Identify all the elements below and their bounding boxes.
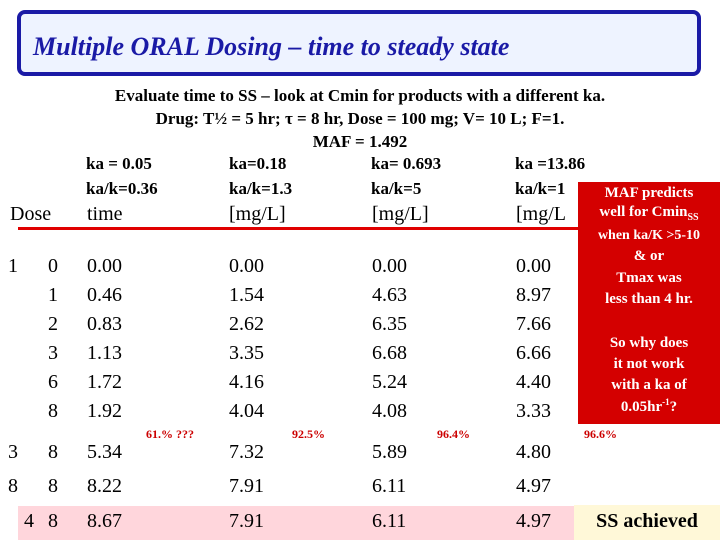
cell-v4: 6.66 — [516, 342, 551, 364]
cell-v3: 5.89 — [372, 441, 407, 463]
cell-v4: 4.40 — [516, 371, 551, 393]
info-line-2: Drug: T½ = 5 hr; τ = 8 hr, Dose = 100 mg… — [155, 109, 565, 128]
note-line-10-end: ? — [669, 399, 678, 415]
cell-v3: 6.11 — [372, 475, 407, 497]
cell-v1: 8.22 — [87, 475, 122, 497]
cell-dose: 1 — [8, 255, 18, 277]
cell-dose: 4 — [24, 510, 34, 532]
cell-v4: 3.33 — [516, 400, 551, 422]
cell-time: 8 — [48, 400, 58, 422]
note-line-8: it not work — [613, 356, 685, 372]
cell-dose: 3 — [8, 441, 18, 463]
cell-v2: 3.35 — [229, 342, 264, 364]
cell-v4: 4.97 — [516, 475, 551, 497]
unit-header-4: [mg/L — [516, 203, 566, 225]
note-line-6: less than 4 hr. — [605, 291, 693, 307]
product-2-ka: ka=0.18 — [229, 154, 287, 173]
cell-v4: 0.00 — [516, 255, 551, 277]
cell-v3: 6.68 — [372, 342, 407, 364]
note-line-2-text: well for Cmin — [599, 204, 688, 220]
product-4-ka: ka =13.86 — [515, 154, 586, 173]
cell-time: 8 — [48, 441, 58, 463]
cell-time: 3 — [48, 342, 58, 364]
note-line-3: when ka/K >5-10 — [597, 228, 701, 243]
percent-ss-3: 96.4% — [437, 427, 470, 441]
ss-achieved-label: SS achieved — [574, 505, 720, 540]
cell-v3: 6.35 — [372, 313, 407, 335]
product-3-ka: ka= 0.693 — [371, 154, 442, 173]
cell-v1: 1.92 — [87, 400, 122, 422]
percent-ss-2: 92.5% — [292, 427, 325, 441]
cell-v4: 8.97 — [516, 284, 551, 306]
cell-time: 8 — [48, 510, 58, 532]
dose-header: Dose — [10, 203, 52, 225]
time-header: time — [87, 203, 123, 225]
cell-v2: 0.00 — [229, 255, 264, 277]
note-line-1: MAF predicts — [604, 185, 694, 201]
cell-time: 6 — [48, 371, 58, 393]
note-line-10-text: 0.05hr — [620, 399, 663, 415]
cell-v2: 1.54 — [229, 284, 264, 306]
percent-ss-4: 96.6% — [584, 427, 617, 441]
cell-v2: 7.91 — [229, 510, 264, 532]
note-line-2-sub: SS — [687, 212, 699, 223]
cell-v2: 4.04 — [229, 400, 264, 422]
cell-v1: 1.72 — [87, 371, 122, 393]
cell-v1: 0.00 — [87, 255, 122, 277]
info-line-3: MAF = 1.492 — [312, 132, 408, 151]
cell-v4: 4.97 — [516, 510, 551, 532]
product-2-ratio: ka/k=1.3 — [229, 179, 293, 198]
note-line-9: with a ka of — [611, 377, 687, 393]
cell-v1: 0.83 — [87, 313, 122, 335]
title-box: Multiple ORAL Dosing – time to steady st… — [17, 10, 701, 76]
product-1-ka: ka = 0.05 — [86, 154, 152, 173]
unit-header-3: [mg/L] — [372, 203, 429, 225]
cell-v3: 4.63 — [372, 284, 407, 306]
cell-v3: 5.24 — [372, 371, 407, 393]
cell-v1: 5.34 — [87, 441, 122, 463]
cell-v2: 2.62 — [229, 313, 264, 335]
cell-v4: 7.66 — [516, 313, 551, 335]
cell-v1: 8.67 — [87, 510, 122, 532]
cell-v2: 4.16 — [229, 371, 264, 393]
cell-time: 8 — [48, 475, 58, 497]
cell-v1: 1.13 — [87, 342, 122, 364]
cell-v2: 7.32 — [229, 441, 264, 463]
cell-v3: 6.11 — [372, 510, 407, 532]
product-1-ratio: ka/k=0.36 — [86, 179, 158, 198]
ss-row-highlight — [18, 506, 578, 540]
cell-dose: 8 — [8, 475, 18, 497]
unit-header-2: [mg/L] — [229, 203, 286, 225]
header-divider — [18, 227, 578, 230]
cell-time: 2 — [48, 313, 58, 335]
slide-title: Multiple ORAL Dosing – time to steady st… — [33, 32, 510, 61]
info-line-1: Evaluate time to SS – look at Cmin for p… — [114, 86, 606, 105]
note-line-5: Tmax was — [616, 270, 682, 286]
cell-v1: 0.46 — [87, 284, 122, 306]
note-line-10-sup: -1 — [662, 397, 670, 407]
product-4-ratio: ka/k=1 — [515, 179, 566, 198]
note-line-7: So why does — [609, 335, 689, 351]
cell-time: 0 — [48, 255, 58, 277]
percent-ss-1: 61.% ??? — [146, 427, 194, 441]
cell-time: 1 — [48, 284, 58, 306]
cell-v4: 4.80 — [516, 441, 551, 463]
cell-v2: 7.91 — [229, 475, 264, 497]
cell-v3: 4.08 — [372, 400, 407, 422]
note-line-4: & or — [633, 248, 665, 264]
note-line-10: 0.05hr-1? — [578, 397, 720, 416]
cell-v3: 0.00 — [372, 255, 407, 277]
product-3-ratio: ka/k=5 — [371, 179, 422, 198]
maf-note-box: MAF predicts well for CminSS when ka/K >… — [578, 182, 720, 424]
note-line-2: well for CminSS — [578, 204, 720, 223]
